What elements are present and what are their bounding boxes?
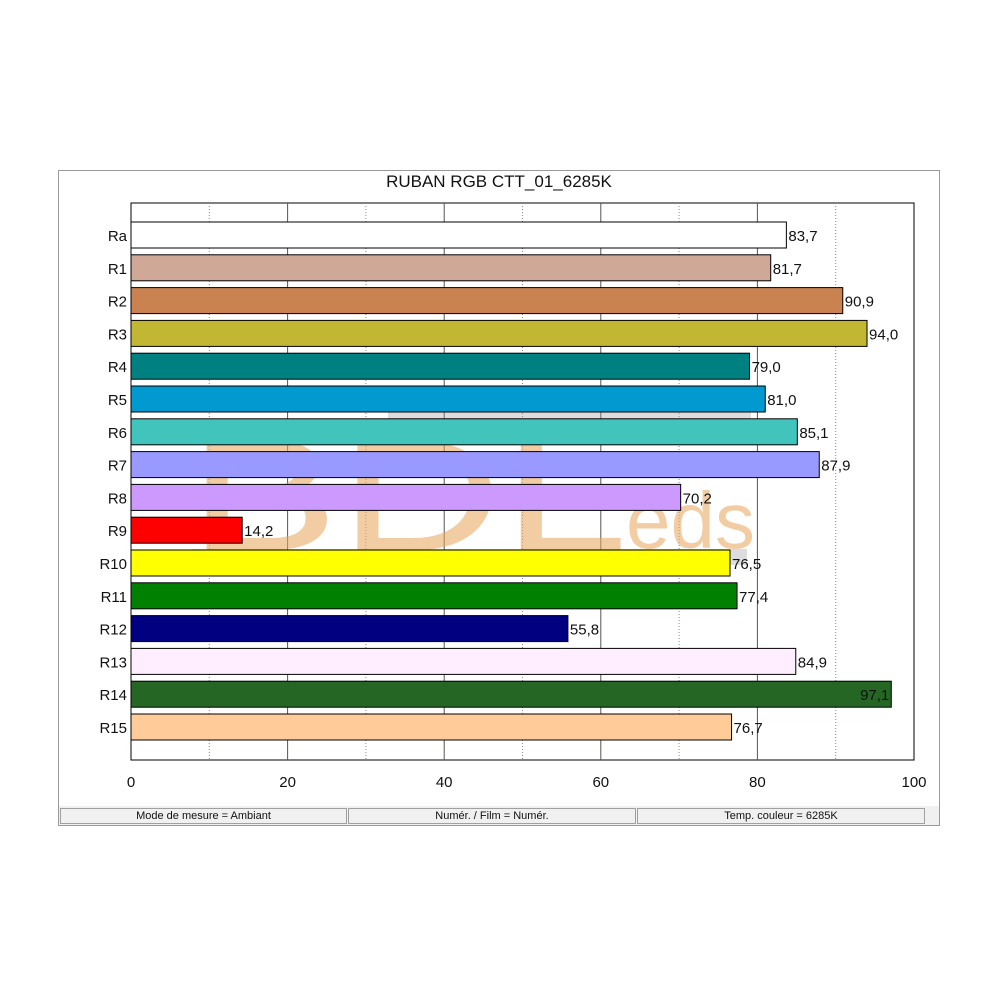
chart-title: RUBAN RGB CTT_01_6285K [386, 172, 612, 191]
category-label: R8 [108, 490, 127, 507]
bar-r7 [130, 451, 820, 479]
x-tick-label: 40 [436, 774, 453, 791]
bar-r3 [130, 319, 868, 347]
value-label: 97,1 [860, 687, 889, 704]
bar-r15 [130, 713, 733, 741]
bar-r2 [130, 287, 844, 315]
bar-r8 [130, 483, 682, 511]
status-film-mode: Numér. / Film = Numér. [348, 808, 636, 824]
x-tick-label: 60 [592, 774, 609, 791]
category-label: Ra [108, 228, 128, 245]
value-label: 83,7 [788, 228, 817, 245]
value-label: 79,0 [752, 359, 781, 376]
value-label: 77,4 [739, 589, 768, 606]
category-label: R15 [99, 720, 127, 737]
value-label: 84,9 [798, 654, 827, 671]
category-label: R12 [99, 622, 127, 639]
value-label: 14,2 [244, 523, 273, 540]
x-tick-label: 0 [127, 774, 135, 791]
value-label: 76,7 [734, 720, 763, 737]
category-label: R13 [99, 654, 127, 671]
x-tick-label: 80 [749, 774, 766, 791]
value-label: 81,7 [773, 261, 802, 278]
category-label: R10 [99, 556, 127, 573]
category-label: R2 [108, 294, 127, 311]
x-tick-label: 100 [901, 774, 926, 791]
category-label: R9 [108, 523, 127, 540]
category-label: R14 [99, 687, 127, 704]
bar-r9 [130, 516, 243, 544]
bar-r1 [130, 254, 772, 282]
bar-ra [130, 221, 787, 249]
bar-r5 [130, 385, 766, 413]
value-label: 87,9 [821, 458, 850, 475]
bar-r12 [130, 615, 569, 643]
bar-r14 [130, 680, 892, 708]
value-label: 76,5 [732, 556, 761, 573]
category-label: R6 [108, 425, 127, 442]
x-tick-label: 20 [279, 774, 296, 791]
category-label: R1 [108, 261, 127, 278]
value-label: 55,8 [570, 622, 599, 639]
value-label: 94,0 [869, 326, 898, 343]
status-measure-mode: Mode de mesure = Ambiant [60, 808, 347, 824]
bar-r6 [130, 418, 798, 446]
bar-r10 [130, 549, 731, 577]
value-label: 70,2 [683, 490, 712, 507]
category-label: R11 [101, 589, 127, 606]
value-label: 85,1 [799, 425, 828, 442]
category-label: R5 [108, 392, 127, 409]
bar-r13 [130, 647, 797, 675]
category-label: R7 [108, 458, 127, 475]
value-label: 81,0 [767, 392, 796, 409]
category-label: R3 [108, 326, 127, 343]
value-label: 90,9 [845, 294, 874, 311]
bar-r4 [130, 352, 751, 380]
bar-r11 [130, 582, 738, 610]
category-label: R4 [108, 359, 127, 376]
status-color-temp: Temp. couleur = 6285K [637, 808, 925, 824]
